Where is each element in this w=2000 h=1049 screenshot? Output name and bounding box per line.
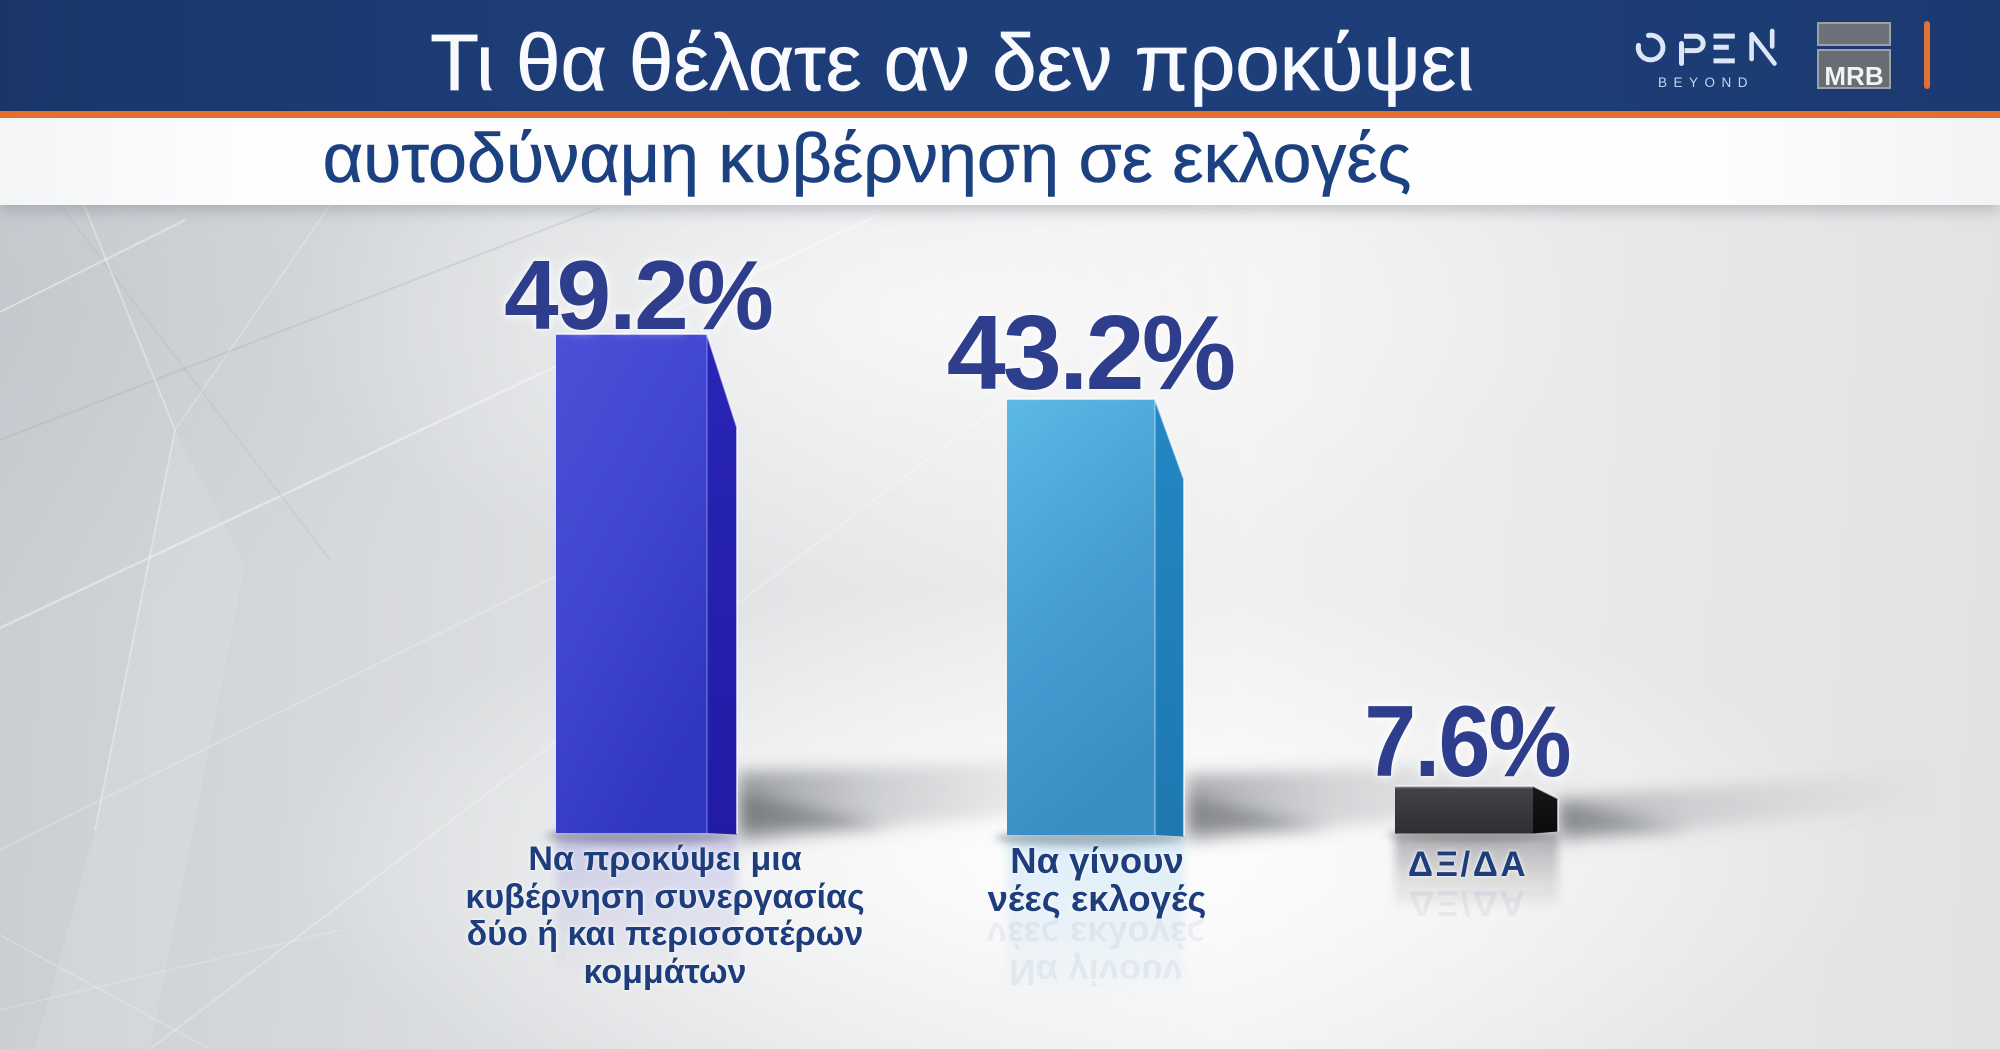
svg-text:BEYOND: BEYOND bbox=[1658, 75, 1754, 90]
